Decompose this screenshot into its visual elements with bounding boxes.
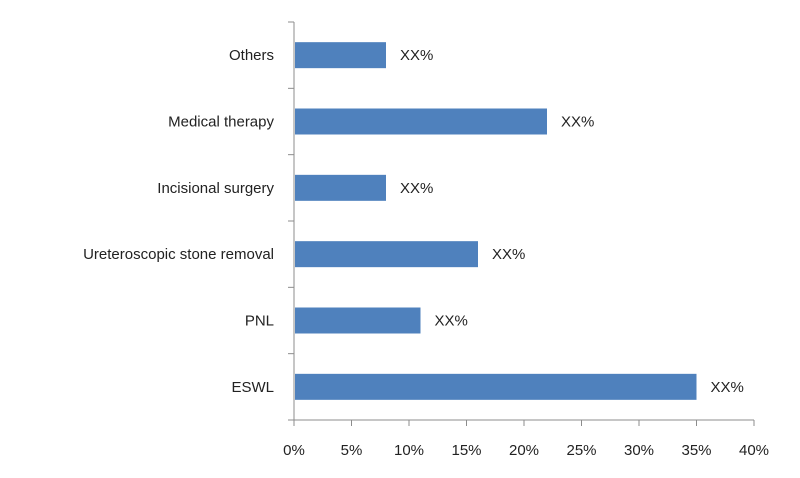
category-label: PNL [245, 313, 274, 330]
category-label: Ureteroscopic stone removal [83, 246, 274, 263]
bar-4 [295, 241, 478, 268]
bar-3 [295, 174, 386, 201]
data-label: XX% [400, 47, 433, 64]
x-tick-label: 0% [283, 442, 305, 459]
x-tick-label: 30% [624, 442, 654, 459]
category-label: ESWL [231, 379, 274, 396]
data-label: XX% [561, 114, 594, 131]
data-label: XX% [435, 313, 468, 330]
bars-layer [295, 42, 697, 400]
axes-layer [288, 21, 755, 426]
x-tick-label: 35% [681, 442, 711, 459]
data-label: XX% [711, 379, 744, 396]
x-tick-label: 15% [451, 442, 481, 459]
x-tick-label: 20% [509, 442, 539, 459]
bar-1 [295, 42, 386, 69]
labels-layer: Others XX% Medical therapy XX% Incisional su… [83, 47, 769, 459]
x-tick-label: 5% [341, 442, 363, 459]
category-label: Medical therapy [168, 114, 274, 131]
x-tick-label: 10% [394, 442, 424, 459]
category-label: Others [229, 47, 274, 64]
bar-2 [295, 108, 547, 135]
x-tick-label: 40% [739, 442, 769, 459]
bar-6 [295, 373, 697, 400]
category-label: Incisional surgery [157, 180, 274, 197]
data-label: XX% [400, 180, 433, 197]
data-label: XX% [492, 246, 525, 263]
bar-5 [295, 307, 421, 334]
x-tick-label: 25% [566, 442, 596, 459]
